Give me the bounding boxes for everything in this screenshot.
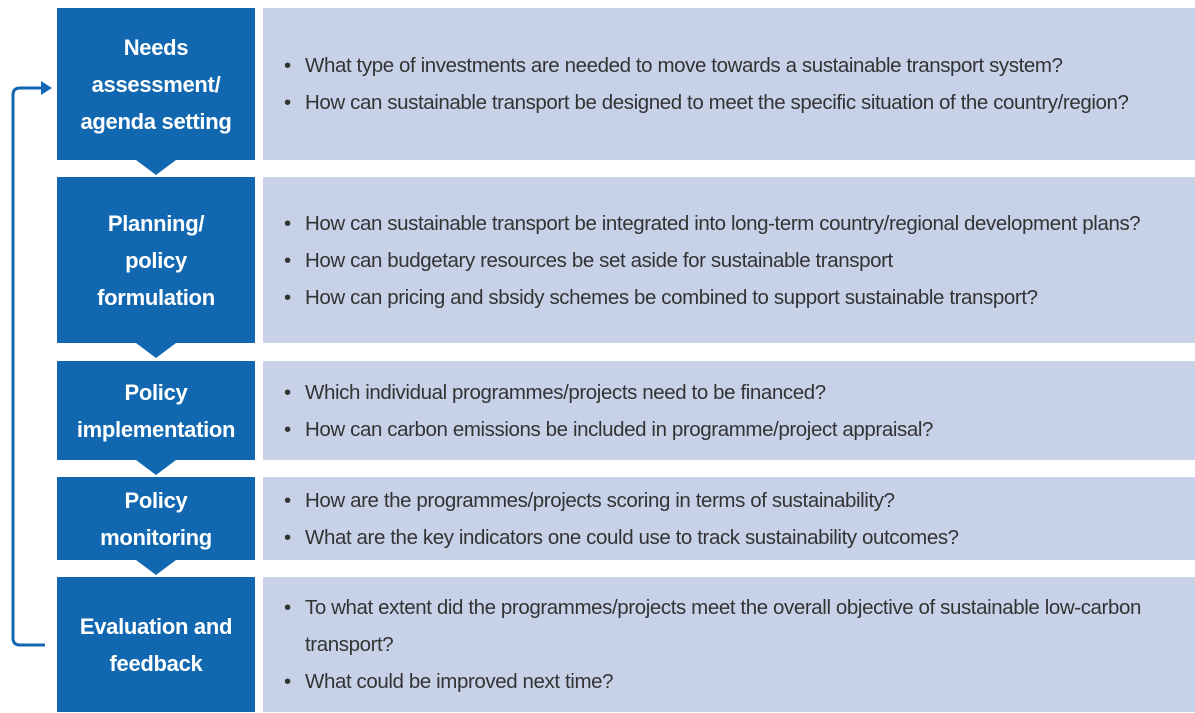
stage-label: policy (125, 247, 187, 273)
stage-box: Planning/policy formulation (57, 177, 255, 343)
question-panel: What type of investments are needed to m… (263, 8, 1195, 160)
stage-pointer (136, 160, 176, 175)
stage-pointer (136, 560, 176, 575)
question-panel: How can sustainable transport be integra… (263, 177, 1195, 343)
question: How can carbon emissions be included in … (284, 411, 1183, 448)
question: How can sustainable transport be designe… (284, 84, 1183, 121)
feedback-arrow (11, 81, 52, 647)
question-panel: How are the programmes/projects scoring … (263, 477, 1195, 560)
stage-pointer (136, 460, 176, 475)
question: What type of investments are needed to m… (284, 47, 1183, 84)
stage-label: feedback (109, 650, 203, 676)
stage-label: formulation (97, 284, 215, 310)
question-panel: To what extent did the programmes/projec… (263, 577, 1195, 712)
stage-label: monitoring (100, 524, 212, 550)
stage-label: agenda setting (80, 108, 232, 134)
stage-label: Needs (123, 34, 189, 60)
question: Which individual programmes/projects nee… (284, 374, 1183, 411)
question: How can pricing and sbsidy schemes be co… (284, 279, 1183, 316)
question: How can budgetary resources be set aside… (284, 242, 1183, 279)
stage-label: Policy (124, 487, 188, 513)
question: How can sustainable transport be integra… (284, 205, 1183, 242)
stage-pointer (136, 343, 176, 358)
question-panel: Which individual programmes/projects nee… (263, 361, 1195, 460)
stage-label: Policy (124, 379, 188, 405)
question: What could be improved next time? (284, 663, 1183, 700)
stage-label: assessment/ (91, 71, 221, 97)
stage-box: Policy monitoring (57, 477, 255, 560)
question: What are the key indicators one could us… (284, 519, 1183, 556)
stage-box: Evaluation and feedback (57, 577, 255, 712)
stage-box: Needs assessment/agenda setting (57, 8, 255, 160)
question: To what extent did the programmes/projec… (284, 589, 1183, 663)
stage-label: Evaluation and (79, 613, 233, 639)
stage-box: Policy implementation (57, 361, 255, 460)
stage-label: Planning/ (107, 210, 205, 236)
question: How are the programmes/projects scoring … (284, 482, 1183, 519)
stage-label: implementation (76, 416, 236, 442)
